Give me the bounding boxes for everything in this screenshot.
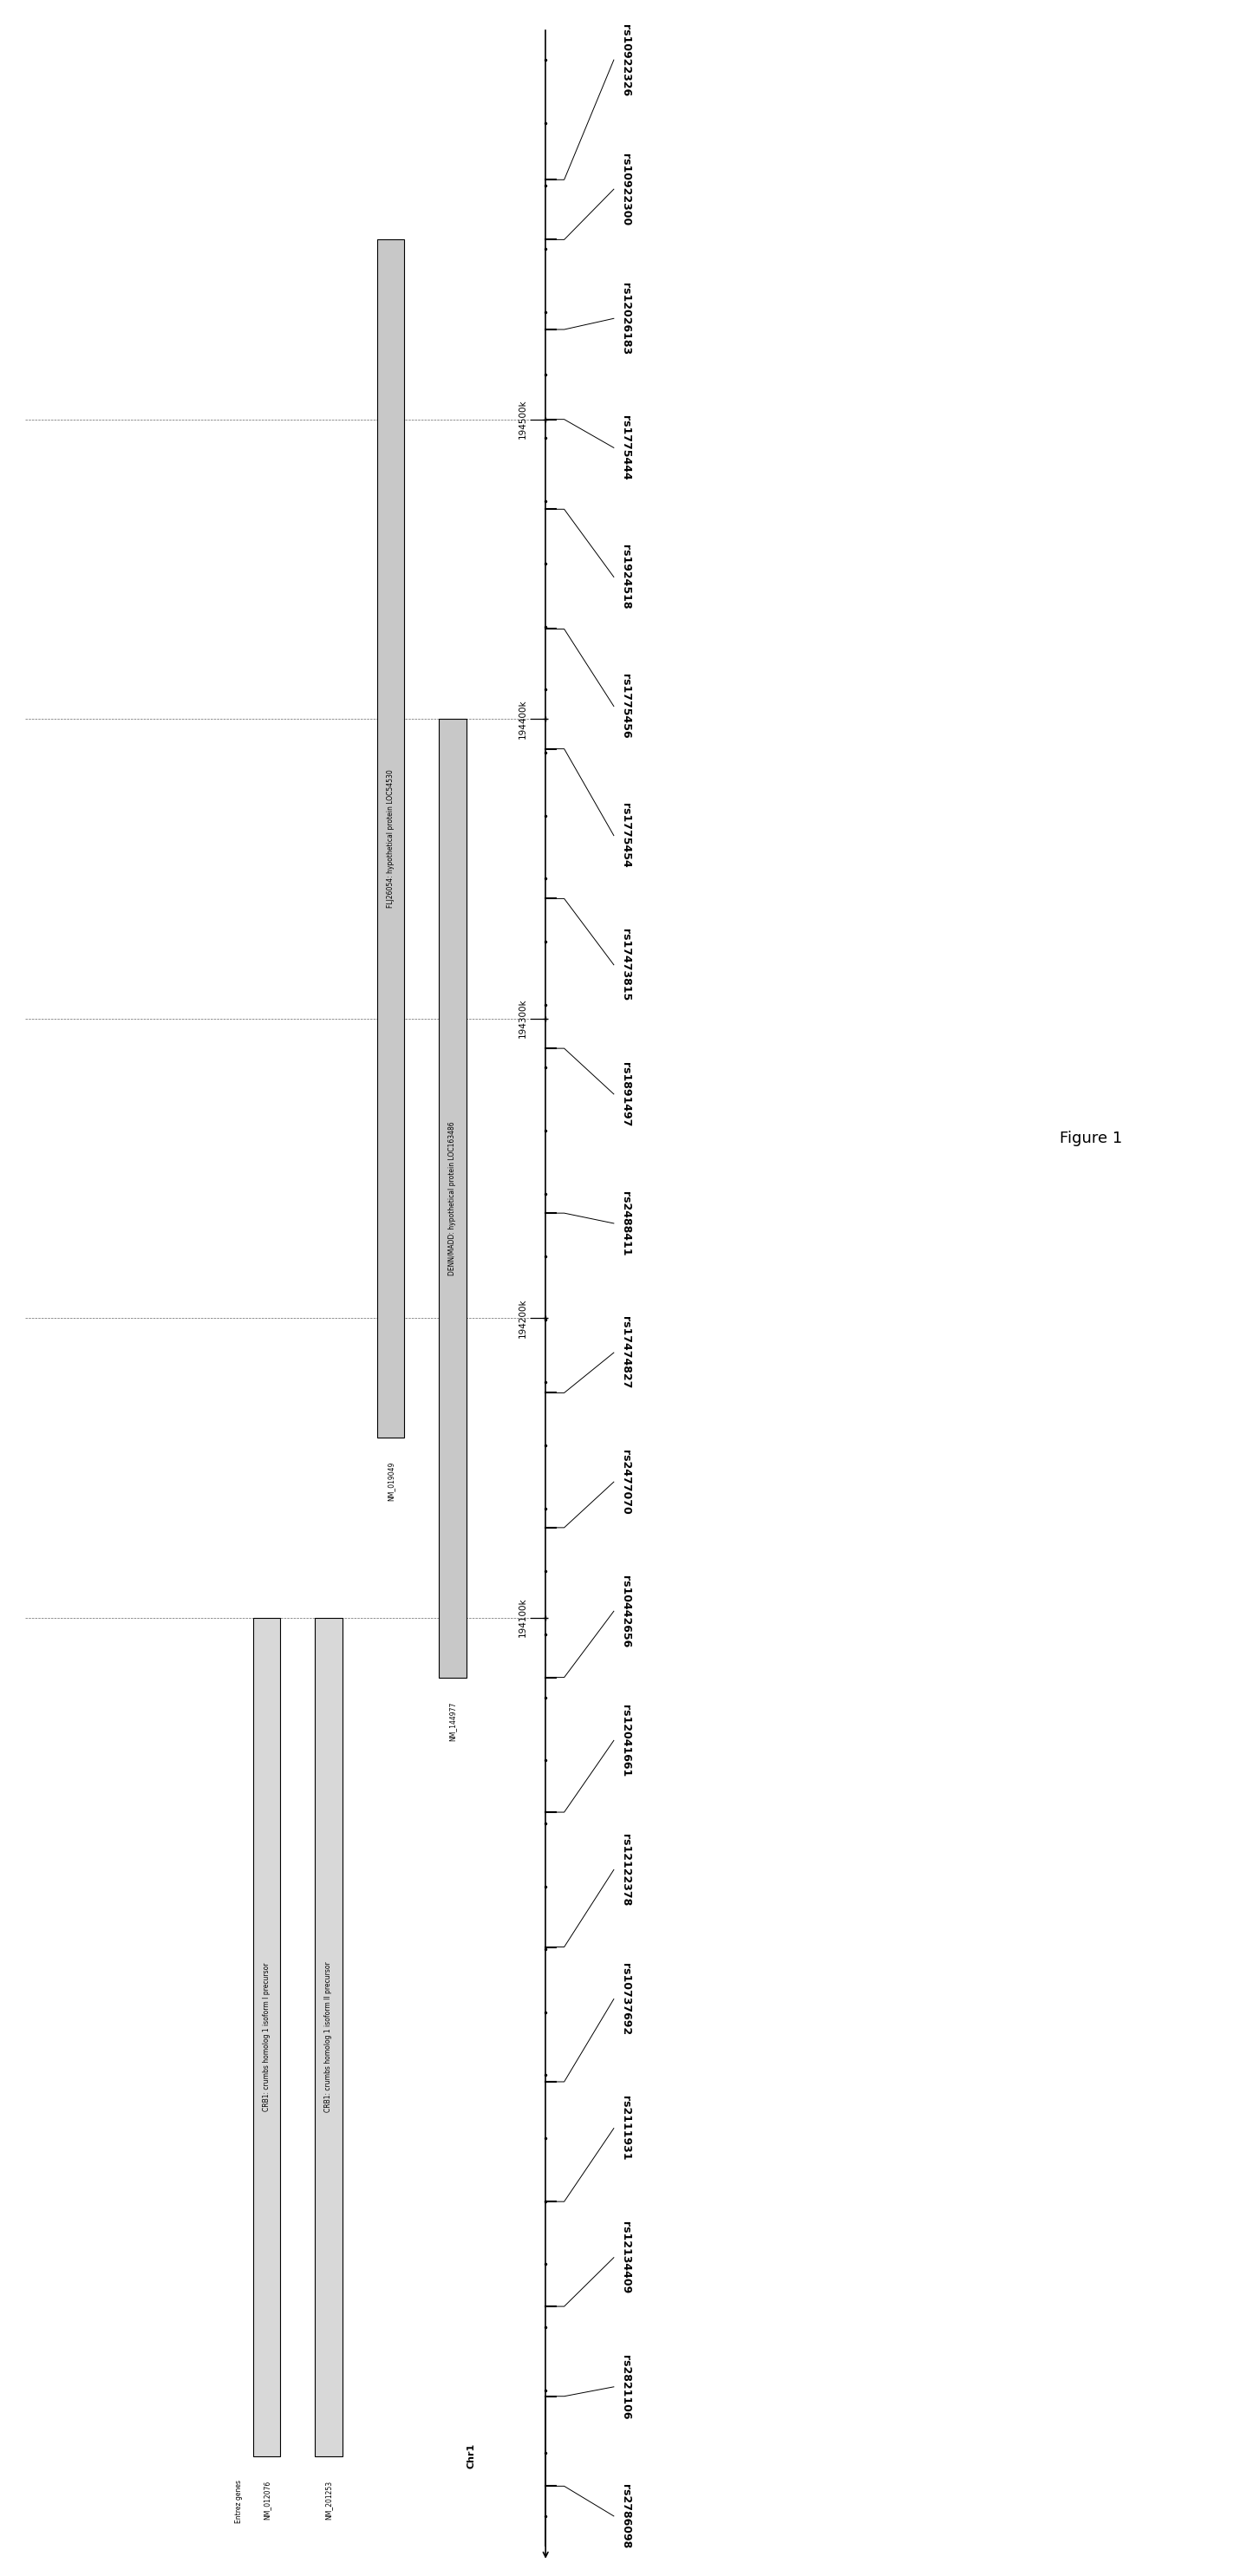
Text: rs1891497: rs1891497	[620, 1061, 631, 1126]
Text: rs2786098: rs2786098	[620, 2483, 631, 2548]
Text: 194100k: 194100k	[518, 1597, 527, 1638]
Text: DENN/MADD: hypothetical protein LOC163486: DENN/MADD: hypothetical protein LOC16348…	[449, 1121, 456, 1275]
Text: CRB1: crumbs homolog 1 isoform II precursor: CRB1: crumbs homolog 1 isoform II precur…	[325, 1960, 332, 2112]
Text: rs10737692: rs10737692	[620, 1963, 631, 2035]
Text: rs10922300: rs10922300	[620, 152, 631, 224]
Text: Chr1: Chr1	[467, 2445, 475, 2468]
Text: 194300k: 194300k	[518, 999, 527, 1038]
Text: rs12134409: rs12134409	[620, 2221, 631, 2293]
Text: rs1775456: rs1775456	[620, 675, 631, 739]
Text: FLJ26054: hypothetical protein LOC54530: FLJ26054: hypothetical protein LOC54530	[387, 770, 394, 907]
Text: 194400k: 194400k	[518, 698, 527, 739]
Text: Entrez genes: Entrez genes	[236, 2481, 243, 2524]
Text: rs2821106: rs2821106	[620, 2354, 631, 2419]
Text: rs2477070: rs2477070	[620, 1450, 631, 1515]
Text: rs12026183: rs12026183	[620, 283, 631, 355]
Text: rs1924518: rs1924518	[620, 544, 631, 611]
Text: rs12122378: rs12122378	[620, 1834, 631, 1906]
Text: NM_144977: NM_144977	[449, 1700, 456, 1741]
Text: Figure 1: Figure 1	[1060, 1131, 1122, 1146]
Text: rs12041661: rs12041661	[620, 1705, 631, 1777]
Text: NM_012076: NM_012076	[263, 2481, 270, 2519]
Text: CRB1: crumbs homolog 1 isoform I precursor: CRB1: crumbs homolog 1 isoform I precurs…	[263, 1963, 270, 2112]
Text: rs1775454: rs1775454	[620, 804, 631, 868]
Text: NM_019049: NM_019049	[387, 1461, 394, 1502]
Text: rs10442656: rs10442656	[620, 1574, 631, 1646]
Text: rs17473815: rs17473815	[620, 930, 631, 1002]
Bar	[315, 1618, 342, 2455]
Bar	[377, 240, 404, 1437]
Text: NM_201253: NM_201253	[325, 2481, 332, 2519]
Bar	[439, 719, 466, 1677]
Text: rs1775444: rs1775444	[620, 415, 631, 479]
Text: 194200k: 194200k	[518, 1298, 527, 1337]
Text: rs2111931: rs2111931	[620, 2097, 631, 2161]
Text: rs10922326: rs10922326	[620, 23, 631, 95]
Bar	[253, 1618, 280, 2455]
Text: rs17474827: rs17474827	[620, 1316, 631, 1388]
Text: rs2488411: rs2488411	[620, 1190, 631, 1255]
Text: 194500k: 194500k	[518, 399, 527, 438]
